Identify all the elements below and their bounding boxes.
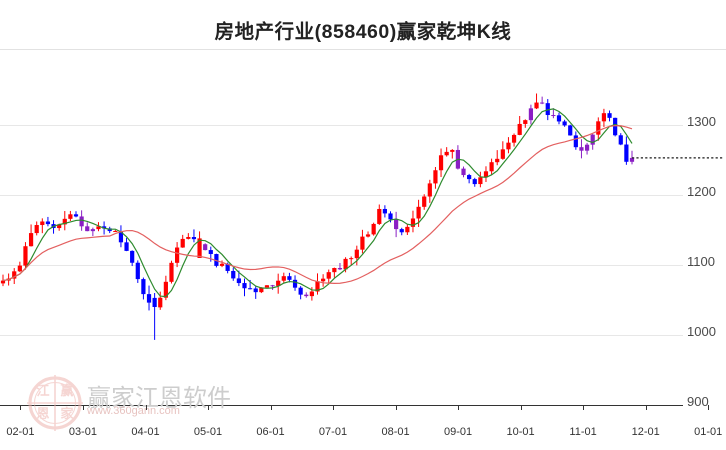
svg-text:江: 江 (36, 383, 49, 398)
svg-text:恩: 恩 (36, 406, 49, 421)
svg-text:赢: 赢 (60, 383, 73, 398)
svg-text:家: 家 (60, 406, 74, 421)
